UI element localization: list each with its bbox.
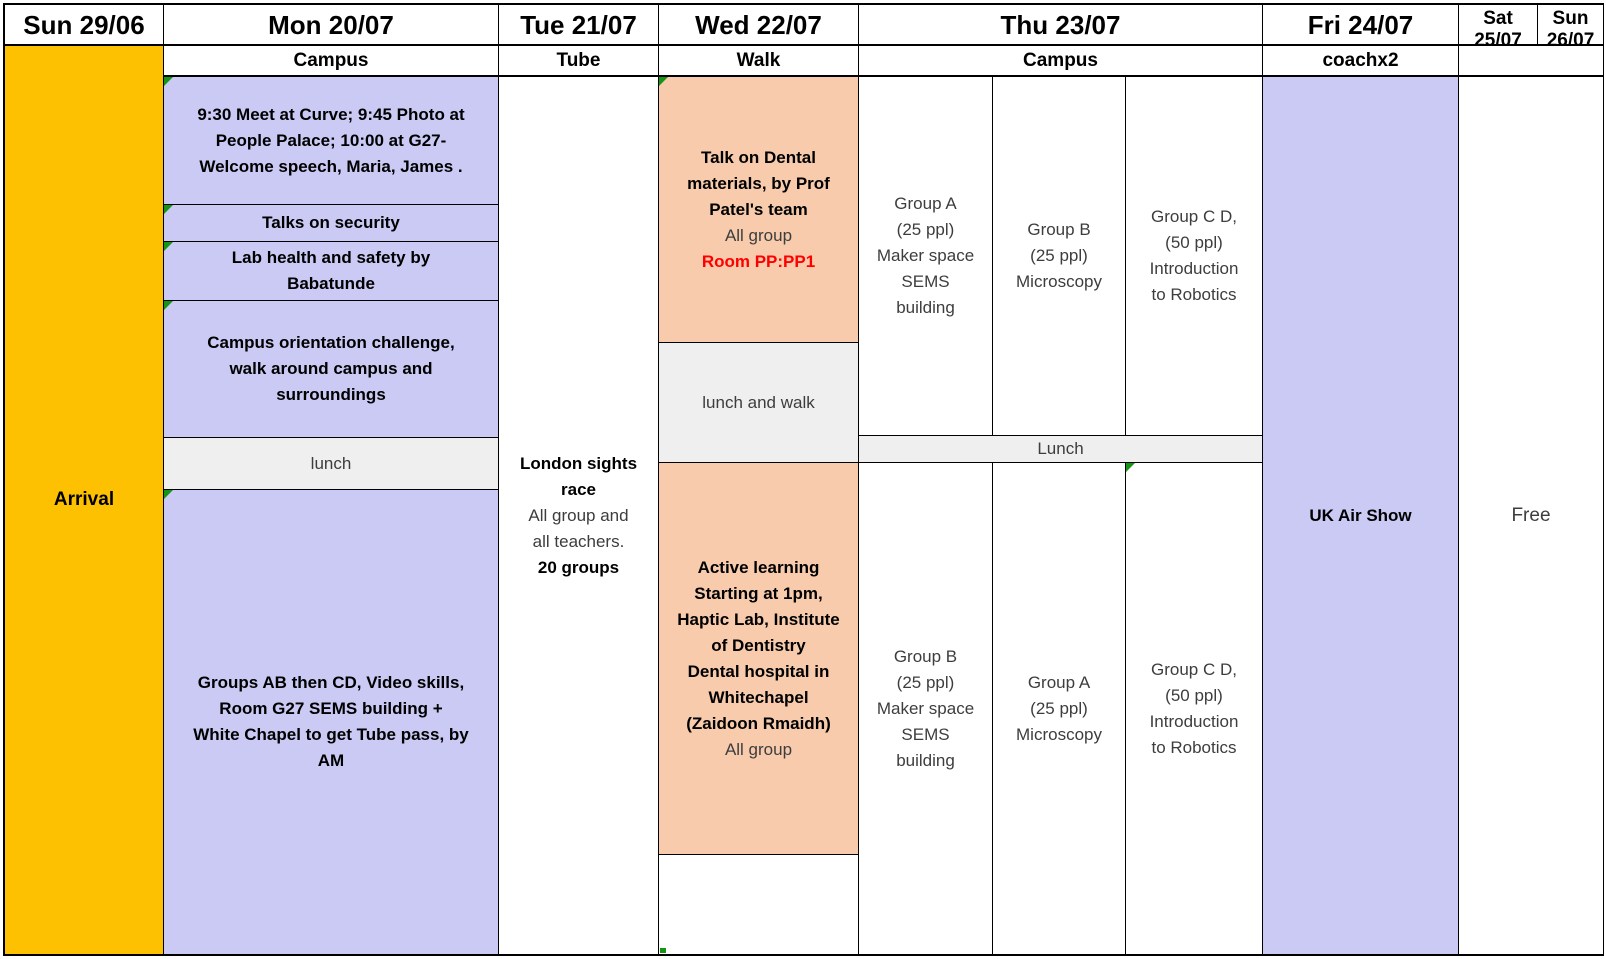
active-title: Active learning Starting at 1pm, Haptic …: [677, 557, 840, 733]
cell-wed-dental-talk[interactable]: Talk on Dental materials, by Prof Patel'…: [658, 76, 859, 343]
cell-wed-active-learning[interactable]: Active learning Starting at 1pm, Haptic …: [658, 462, 859, 855]
header-cell-tue-21-07[interactable]: Tue 21/07: [498, 3, 659, 46]
header-cell-sat-25-07[interactable]: Sat 25/07: [1458, 3, 1538, 46]
cell-fri-uk-air-show[interactable]: UK Air Show: [1262, 76, 1459, 956]
note-marker-icon: [164, 77, 173, 86]
note-marker-icon: [164, 242, 173, 251]
header-cell-fri-24-07[interactable]: Fri 24/07: [1262, 3, 1459, 46]
subheader-thu-campus[interactable]: Campus: [858, 45, 1263, 76]
active-group: All group: [724, 739, 793, 759]
cell-mon-orientation[interactable]: Campus orientation challenge, walk aroun…: [163, 300, 499, 438]
subheader-weekend-empty[interactable]: [1458, 45, 1604, 76]
cell-text: Groups AB then CD, Video skills, Room G2…: [193, 673, 469, 770]
cell-mon-lab-safety[interactable]: Lab health and safety by Babatunde: [163, 241, 499, 301]
header-cell-sun-29-06[interactable]: Sun 29/06: [3, 3, 164, 46]
cell-text: Campus orientation challenge, walk aroun…: [207, 333, 455, 404]
note-marker-icon: [1126, 463, 1135, 472]
dental-title: Talk on Dental materials, by Prof Patel'…: [687, 147, 830, 219]
cell-wed-empty[interactable]: [658, 854, 859, 956]
cell-thu-am-group-cd[interactable]: Group C D, (50 ppl) Introduction to Robo…: [1125, 76, 1263, 436]
header-cell-wed-22-07[interactable]: Wed 22/07: [658, 3, 859, 46]
cell-mon-lunch[interactable]: lunch: [163, 437, 499, 490]
race-groups: 20 groups: [537, 557, 620, 577]
subheader-fri-coach[interactable]: coachx2: [1262, 45, 1459, 76]
subheader-wed-walk[interactable]: Walk: [658, 45, 859, 76]
subheader-tue-tube[interactable]: Tube: [498, 45, 659, 76]
cell-mon-talks-security[interactable]: Talks on security: [163, 204, 499, 242]
note-square-icon: [660, 948, 666, 953]
cell-thu-am-group-b[interactable]: Group B (25 ppl) Microscopy: [992, 76, 1126, 436]
cell-mon-video-skills[interactable]: Groups AB then CD, Video skills, Room G2…: [163, 489, 499, 956]
cell-tue-london-race[interactable]: London sights race All group and all tea…: [498, 76, 659, 956]
dental-group: All group: [724, 225, 793, 245]
note-marker-icon: [164, 205, 173, 214]
dental-room: Room PP:PP1: [701, 251, 816, 271]
header-cell-mon-20-07[interactable]: Mon 20/07: [163, 3, 499, 46]
race-people: All group and all teachers.: [528, 505, 629, 551]
cell-arrival[interactable]: Arrival: [3, 45, 164, 956]
cell-text: Talks on security: [262, 213, 400, 232]
cell-wed-lunch-walk[interactable]: lunch and walk: [658, 342, 859, 463]
subheader-mon-campus[interactable]: Campus: [163, 45, 499, 76]
header-cell-thu-23-07[interactable]: Thu 23/07: [858, 3, 1263, 46]
cell-thu-pm-group-cd[interactable]: Group C D, (50 ppl) Introduction to Robo…: [1125, 462, 1263, 956]
cell-thu-pm-group-b[interactable]: Group B (25 ppl) Maker space SEMS buildi…: [858, 462, 993, 956]
cell-text: Group C D, (50 ppl) Introduction to Robo…: [1149, 659, 1239, 757]
header-cell-sun-26-07[interactable]: Sun 26/07: [1537, 3, 1604, 46]
cell-text: 9:30 Meet at Curve; 9:45 Photo at People…: [197, 104, 465, 176]
note-marker-icon: [164, 490, 173, 499]
cell-thu-am-group-a[interactable]: Group A (25 ppl) Maker space SEMS buildi…: [858, 76, 993, 436]
race-title: London sights race: [519, 453, 638, 499]
cell-thu-pm-group-a[interactable]: Group A (25 ppl) Microscopy: [992, 462, 1126, 956]
note-marker-icon: [659, 77, 668, 86]
cell-mon-meet[interactable]: 9:30 Meet at Curve; 9:45 Photo at People…: [163, 76, 499, 205]
cell-weekend-free[interactable]: Free: [1458, 76, 1604, 956]
cell-text: Lab health and safety by Babatunde: [231, 248, 431, 293]
cell-thu-lunch[interactable]: Lunch: [858, 435, 1263, 463]
note-marker-icon: [164, 301, 173, 310]
